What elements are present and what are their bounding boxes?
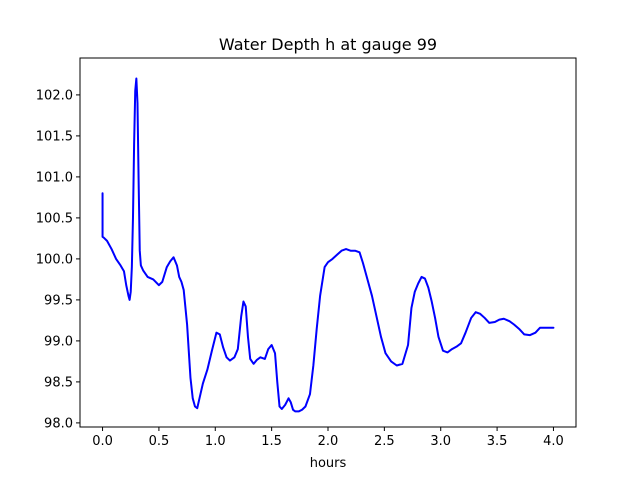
y-tick-label: 99.0 <box>44 334 73 349</box>
x-tick-label: 0.5 <box>149 434 170 449</box>
y-tick-label: 100.0 <box>36 252 73 267</box>
y-tick-label: 98.5 <box>44 375 73 390</box>
chart-title: Water Depth h at gauge 99 <box>219 35 437 54</box>
x-tick-label: 2.5 <box>374 434 395 449</box>
x-tick-label: 3.5 <box>487 434 508 449</box>
y-tick-label: 101.5 <box>36 129 73 144</box>
x-tick-label: 4.0 <box>543 434 564 449</box>
y-tick-label: 99.5 <box>44 293 73 308</box>
x-tick-label: 3.0 <box>430 434 451 449</box>
x-axis-label: hours <box>310 456 347 471</box>
x-tick-label: 1.0 <box>205 434 226 449</box>
series-line-0 <box>101 77 555 413</box>
x-tick-label: 2.0 <box>318 434 339 449</box>
x-tick-label: 0.0 <box>92 434 113 449</box>
y-tick-label: 100.5 <box>36 211 73 226</box>
y-tick-label: 101.0 <box>36 170 73 185</box>
plot-area: 0.0 0.5 1.0 1.5 2.0 2.5 3.0 3.5 4.0 98.0 98.5 99.0 9… <box>36 57 577 449</box>
x-tick-label: 1.5 <box>261 434 282 449</box>
y-tick-label: 102.0 <box>36 88 73 103</box>
y-tick-label: 98.0 <box>44 416 73 431</box>
